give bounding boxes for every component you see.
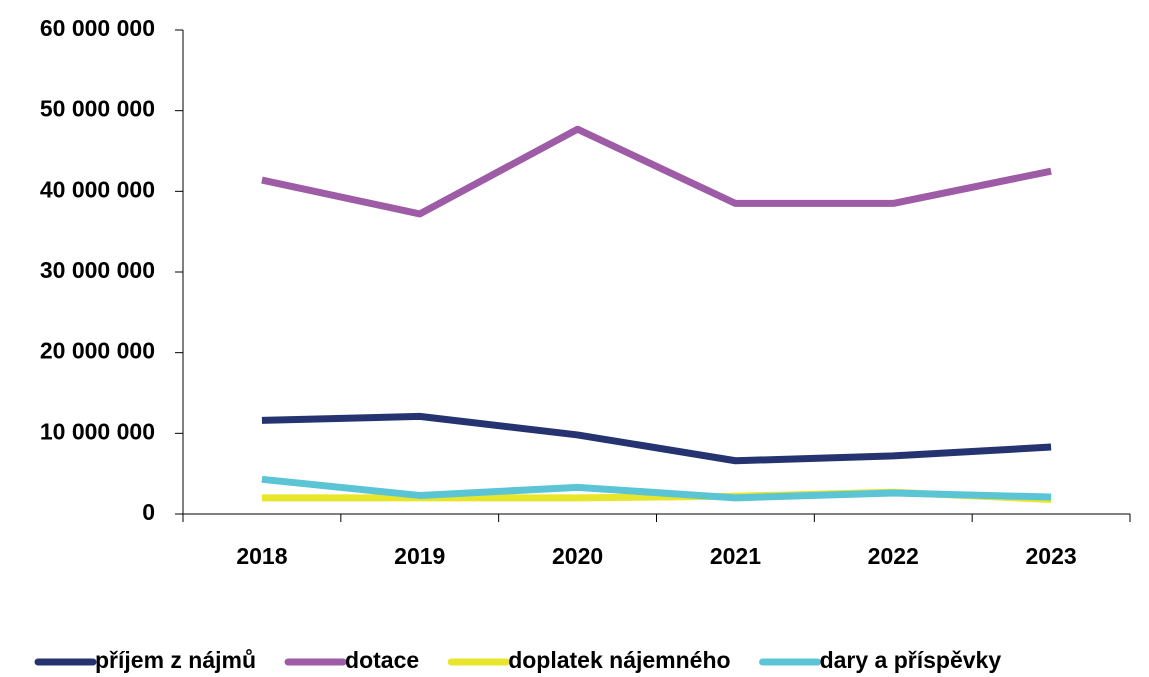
legend-label: doplatek nájemného [508, 647, 730, 673]
x-tick-label: 2018 [236, 543, 287, 569]
legend-label: dotace [345, 647, 419, 673]
y-tick-label: 0 [142, 499, 155, 525]
legend-label: dary a příspěvky [820, 647, 1002, 673]
y-tick-label: 10 000 000 [40, 418, 155, 444]
y-tick-label: 50 000 000 [40, 96, 155, 122]
y-tick-label: 20 000 000 [40, 338, 155, 364]
series-line [261, 475, 1052, 502]
x-tick-label: 2022 [868, 543, 919, 569]
y-tick-label: 60 000 000 [40, 15, 155, 41]
x-tick-label: 2019 [394, 543, 445, 569]
y-tick-label: 40 000 000 [40, 176, 155, 202]
y-tick-label: 30 000 000 [40, 257, 155, 283]
x-tick-label: 2023 [1025, 543, 1076, 569]
series-line [261, 412, 1052, 465]
series-line [261, 125, 1052, 218]
x-tick-label: 2020 [552, 543, 603, 569]
legend-label: příjem z nájmů [95, 647, 256, 673]
x-tick-label: 2021 [710, 543, 761, 569]
